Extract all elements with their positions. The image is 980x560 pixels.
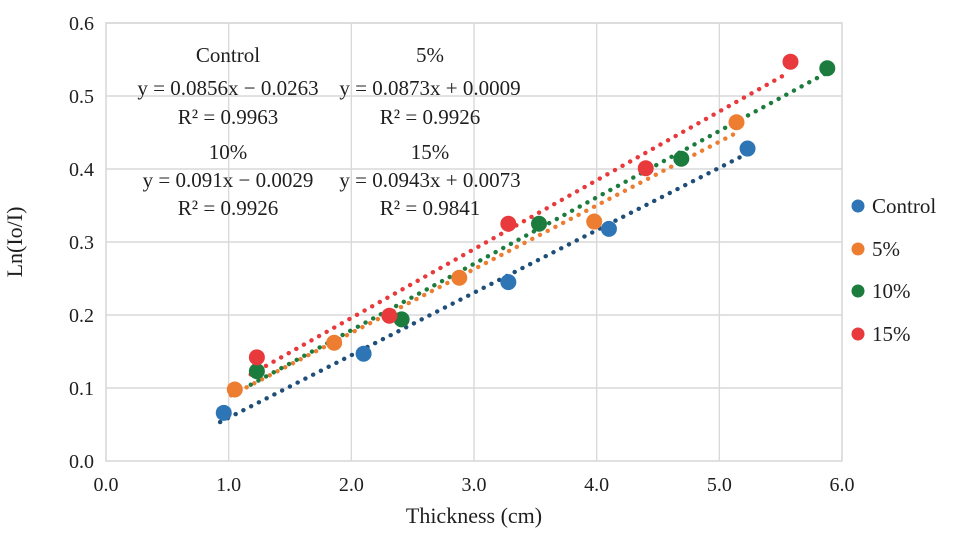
- annotation-equation-10: y = 0.091x − 0.0029: [143, 168, 314, 192]
- data-point-10: [248, 363, 265, 380]
- y-tick-label: 0.1: [69, 378, 94, 400]
- data-point-5: [586, 213, 603, 230]
- legend-marker-control: [851, 199, 865, 213]
- legend-label-10: 10%: [872, 279, 911, 303]
- data-point-10: [393, 311, 410, 328]
- annotation-label-10: 10%: [209, 140, 248, 164]
- x-tick-label: 2.0: [339, 474, 364, 496]
- x-tick-label: 4.0: [584, 474, 609, 496]
- legend-label-5: 5%: [872, 237, 900, 261]
- annotation-r2-10: R² = 0.9926: [178, 196, 278, 220]
- data-point-15: [782, 53, 799, 70]
- data-point-5: [226, 381, 243, 398]
- y-tick-label: 0.4: [69, 159, 94, 181]
- legend-label-15: 15%: [872, 322, 911, 346]
- x-axis-title: Thickness (cm): [406, 503, 542, 528]
- y-tick-label: 0.0: [69, 451, 94, 473]
- data-point-5: [451, 269, 468, 286]
- data-point-10: [531, 215, 548, 232]
- y-axis-title: Ln(Io/I): [2, 207, 27, 278]
- plot-border: [105, 22, 843, 462]
- data-point-control: [215, 404, 232, 421]
- annotation-label-15: 15%: [411, 140, 450, 164]
- trendline-5: [228, 130, 739, 398]
- data-point-15: [500, 215, 517, 232]
- trendline-15: [248, 73, 786, 377]
- annotation-equation-5: y = 0.0873x + 0.0009: [339, 76, 520, 100]
- y-tick-label: 0.3: [69, 232, 94, 254]
- annotation-equation-control: y = 0.0856x − 0.0263: [137, 76, 318, 100]
- x-tick-label: 0.0: [94, 474, 119, 496]
- annotation-r2-5: R² = 0.9926: [380, 105, 480, 129]
- legend-marker-5: [851, 242, 865, 256]
- data-point-control: [500, 274, 517, 291]
- x-tick-label: 6.0: [830, 474, 855, 496]
- x-tick-label: 3.0: [462, 474, 487, 496]
- y-tick-label: 0.5: [69, 86, 94, 108]
- annotation-r2-control: R² = 0.9963: [178, 105, 278, 129]
- legend-label-control: Control: [872, 194, 936, 218]
- data-point-control: [600, 220, 617, 237]
- data-point-10: [819, 60, 836, 77]
- x-tick-label: 1.0: [216, 474, 241, 496]
- data-point-5: [326, 334, 343, 351]
- data-point-control: [355, 345, 372, 362]
- trendline-control: [217, 151, 750, 425]
- data-point-control: [739, 140, 756, 157]
- data-point-10: [673, 150, 690, 167]
- annotation-equation-15: y = 0.0943x + 0.0073: [339, 168, 520, 192]
- annotation-label-control: Control: [196, 43, 260, 67]
- y-tick-label: 0.2: [69, 305, 94, 327]
- data-point-15: [637, 160, 654, 177]
- legend-marker-15: [851, 327, 865, 341]
- y-tick-label: 0.6: [69, 13, 94, 35]
- annotation-r2-15: R² = 0.9841: [380, 196, 480, 220]
- x-tick-label: 5.0: [707, 474, 732, 496]
- data-point-15: [381, 307, 398, 324]
- legend-marker-10: [851, 284, 865, 298]
- data-point-15: [248, 349, 265, 366]
- data-point-5: [728, 114, 745, 131]
- annotation-label-5: 5%: [416, 43, 444, 67]
